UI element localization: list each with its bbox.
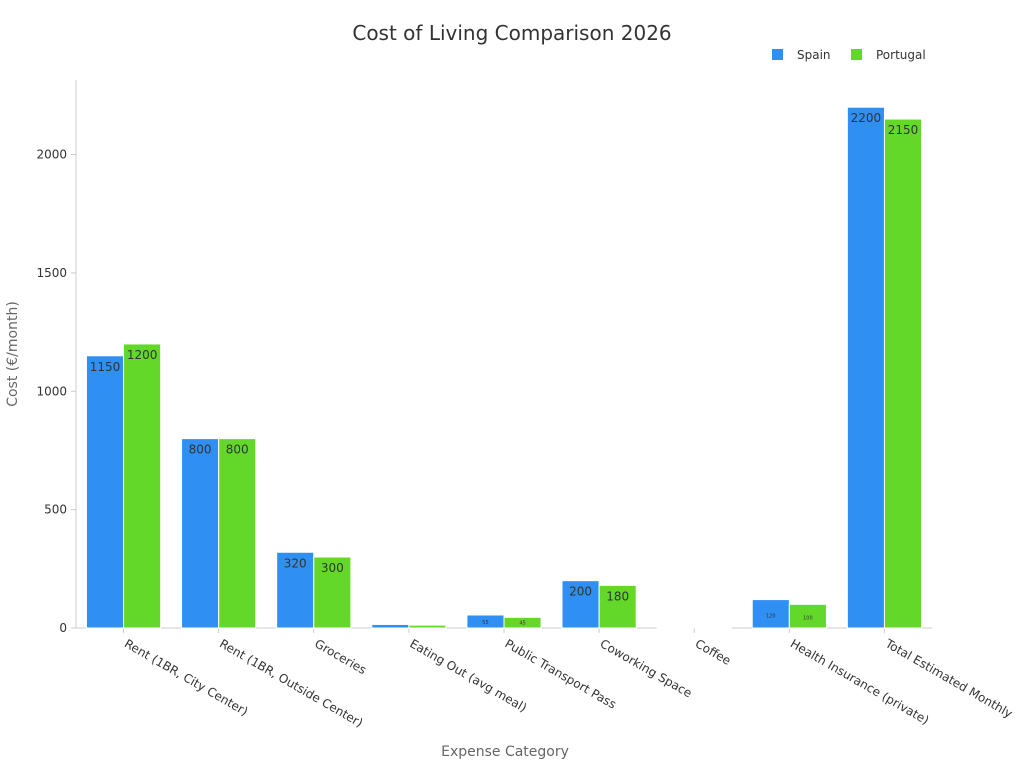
legend-label-portugal: Portugal: [876, 48, 926, 62]
legend-swatch-spain: [772, 49, 783, 60]
legend: Spain Portugal: [772, 48, 926, 62]
bar-portugal: [218, 438, 257, 629]
bar-value-label: 55: [482, 620, 488, 626]
bar-portugal: [503, 616, 542, 629]
bar-value-label: 100: [803, 616, 813, 622]
bar-spain: [371, 623, 410, 629]
y-tick-label: 500: [44, 503, 67, 517]
bar-portugal: [598, 584, 637, 629]
bar-spain: [85, 355, 125, 629]
bar-portugal: [313, 556, 352, 629]
bar-spain: [561, 580, 600, 629]
bar-spain: [276, 551, 315, 629]
x-tick-label: Coffee: [693, 636, 734, 668]
bar-value-label: 320: [284, 556, 307, 570]
bar-value-label: 120: [766, 614, 776, 620]
bar-value-label: 800: [189, 443, 212, 457]
bar-spain: [751, 599, 790, 629]
bar-value-label: 1200: [127, 348, 158, 362]
y-axis-title: Cost (€/month): [5, 301, 21, 407]
x-tick-label: Coworking Space: [598, 636, 695, 700]
bar-portugal: [883, 118, 923, 629]
bar-value-label: 800: [226, 443, 249, 457]
legend-label-spain: Spain: [797, 48, 831, 62]
bar-portugal: [123, 343, 162, 629]
bar-portugal: [693, 627, 732, 629]
bar-spain: [181, 438, 220, 629]
bar-value-label: 180: [606, 589, 629, 603]
bar-value-label: 200: [569, 585, 592, 599]
y-tick-label: 1000: [36, 384, 67, 398]
bar-spain: [656, 627, 695, 629]
y-tick-label: 2000: [36, 148, 67, 162]
bar-value-label: 300: [321, 561, 344, 575]
legend-swatch-portugal: [851, 49, 862, 60]
y-tick-label: 0: [59, 621, 67, 635]
bar-spain: [846, 106, 885, 629]
bar-value-label: 2150: [888, 123, 919, 137]
y-tick-label: 1500: [36, 266, 67, 280]
x-tick-label: Groceries: [312, 636, 369, 677]
chart-title: Cost of Living Comparison 2026: [352, 21, 671, 45]
bar-value-label: 2200: [851, 111, 882, 125]
bar-portugal: [788, 603, 827, 629]
bar-value-label: 1150: [90, 360, 121, 374]
bar-value-label: 45: [519, 621, 525, 627]
x-axis-title: Expense Category: [441, 744, 569, 760]
bar-portugal: [408, 624, 447, 629]
